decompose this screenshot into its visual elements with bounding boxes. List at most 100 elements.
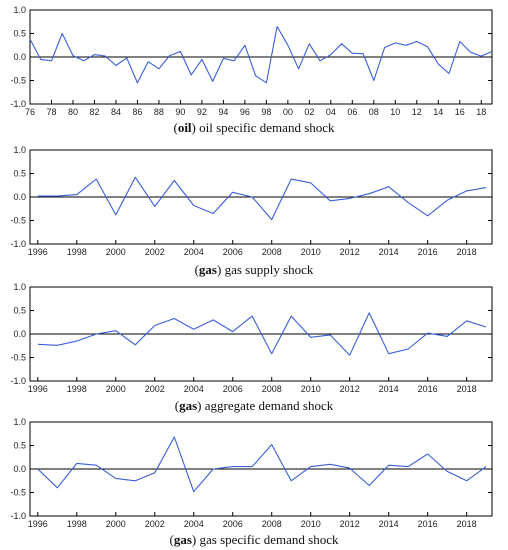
caption-bold-label: oil xyxy=(177,120,192,135)
x-tick-label: 2000 xyxy=(106,519,126,529)
series-line xyxy=(37,436,487,493)
x-tick-label: 2018 xyxy=(457,384,477,394)
oil-specific-demand-panel: 1.0 0.5 0.0 -0.5 -1.0 76 78 80 82 84 86 88 90 92 94 96 9… xyxy=(0,0,508,137)
x-tick-label: 1996 xyxy=(28,519,48,529)
x-tick-label: 2012 xyxy=(340,519,360,529)
x-tick-label: 2010 xyxy=(301,247,321,257)
x-tick-label: 78 xyxy=(46,107,56,117)
y-tick-label: 1.0 xyxy=(13,5,26,15)
x-tick-label: 2006 xyxy=(223,384,243,394)
x-tick-label: 16 xyxy=(455,107,465,117)
y-tick-label: -0.5 xyxy=(10,488,26,498)
y-tick-label: -1.0 xyxy=(10,239,26,249)
caption-bold-label: gas xyxy=(198,262,217,277)
oil-specific-demand-chart: 1.0 0.5 0.0 -0.5 -1.076 78 80 82 84 86 88 90 92 94 96 9… xyxy=(10,5,493,117)
x-tick-label: 2014 xyxy=(379,247,399,257)
caption-text: aggregate demand shock xyxy=(204,398,334,413)
x-tick-label: 2006 xyxy=(223,247,243,257)
x-tick-label: 04 xyxy=(326,107,336,117)
x-tick-label: 82 xyxy=(89,107,99,117)
y-tick-label: 1.0 xyxy=(13,282,26,292)
x-tick-label: 2014 xyxy=(379,519,399,529)
y-tick-label: 0.0 xyxy=(13,52,26,62)
x-tick-label: 2016 xyxy=(418,519,438,529)
y-tick-label: 1.0 xyxy=(13,145,26,155)
caption-text: oil specific demand shock xyxy=(199,120,335,135)
caption-text: gas supply shock xyxy=(224,262,314,277)
caption-bold-label: gas xyxy=(173,532,192,547)
x-tick-label: 86 xyxy=(132,107,142,117)
series-line xyxy=(29,25,493,84)
x-tick-label: 2014 xyxy=(379,384,399,394)
x-tick-label: 2018 xyxy=(457,519,477,529)
y-tick-label: -0.5 xyxy=(10,353,26,363)
y-tick-label: -1.0 xyxy=(10,99,26,109)
x-tick-label: 10 xyxy=(390,107,400,117)
y-tick-label: 0.5 xyxy=(13,29,26,39)
x-tick-label: 2000 xyxy=(106,247,126,257)
x-tick-label: 90 xyxy=(175,107,185,117)
x-tick-label: 2006 xyxy=(223,519,243,529)
x-tick-label: 84 xyxy=(111,107,121,117)
x-tick-label: 2002 xyxy=(145,247,165,257)
y-tick-label: -0.5 xyxy=(10,76,26,86)
gas-aggregate-demand-panel: 1.0 0.5 0.0 -0.5 -1.0 1996 1998 2000 2002 2004 200… xyxy=(0,277,508,414)
x-tick-label: 00 xyxy=(283,107,293,117)
x-tick-label: 94 xyxy=(218,107,228,117)
x-tick-label: 2008 xyxy=(262,519,282,529)
x-tick-label: 1998 xyxy=(67,247,87,257)
y-tick-label: 0.5 xyxy=(13,306,26,316)
x-tick-label: 1996 xyxy=(28,384,48,394)
x-tick-label: 88 xyxy=(154,107,164,117)
caption-text: gas specific demand shock xyxy=(199,532,339,547)
gas-aggregate-demand-caption: (gas) aggregate demand shock xyxy=(174,398,334,413)
x-tick-label: 2016 xyxy=(418,384,438,394)
y-tick-label: 0.0 xyxy=(13,192,26,202)
caption-bold-label: gas xyxy=(179,398,198,413)
y-tick-label: 0.5 xyxy=(13,441,26,451)
x-tick-label: 92 xyxy=(197,107,207,117)
y-tick-label: -1.0 xyxy=(10,376,26,386)
x-tick-label: 1998 xyxy=(67,519,87,529)
x-tick-label: 2010 xyxy=(301,519,321,529)
y-tick-label: 1.0 xyxy=(13,417,26,427)
x-tick-label: 2004 xyxy=(184,519,204,529)
x-tick-label: 2004 xyxy=(184,384,204,394)
x-tick-label: 2008 xyxy=(262,384,282,394)
y-tick-label: 0.5 xyxy=(13,169,26,179)
x-tick-label: 2018 xyxy=(457,247,477,257)
x-tick-label: 96 xyxy=(240,107,250,117)
x-tick-label: 2002 xyxy=(145,384,165,394)
gas-specific-demand-panel: 1.0 0.5 0.0 -0.5 -1.0 1996 1998 2000 2002 2004 200… xyxy=(0,412,508,550)
gas-supply-shock-panel: 1.0 0.5 0.0 -0.5 -1.0 1996 1998 2000 2002 2004 200… xyxy=(0,140,508,277)
gas-supply-shock-caption: (gas) gas supply shock xyxy=(194,262,314,277)
x-tick-label: 98 xyxy=(261,107,271,117)
x-tick-label: 2012 xyxy=(340,247,360,257)
x-tick-label: 02 xyxy=(304,107,314,117)
x-tick-label: 2000 xyxy=(106,384,126,394)
x-tick-label: 14 xyxy=(433,107,443,117)
x-tick-label: 2016 xyxy=(418,247,438,257)
x-tick-label: 2008 xyxy=(262,247,282,257)
series-line xyxy=(37,312,487,356)
x-tick-label: 76 xyxy=(25,107,35,117)
x-tick-label: 08 xyxy=(369,107,379,117)
x-tick-label: 1998 xyxy=(67,384,87,394)
y-tick-label: -0.5 xyxy=(10,216,26,226)
x-tick-label: 18 xyxy=(476,107,486,117)
x-tick-label: 2012 xyxy=(340,384,360,394)
x-tick-label: 1996 xyxy=(28,247,48,257)
y-tick-label: 0.0 xyxy=(13,464,26,474)
x-tick-label: 80 xyxy=(68,107,78,117)
gas-specific-demand-caption: (gas) gas specific demand shock xyxy=(169,532,339,547)
x-tick-label: 06 xyxy=(347,107,357,117)
x-tick-label: 2004 xyxy=(184,247,204,257)
y-tick-label: 0.0 xyxy=(13,329,26,339)
y-tick-label: -1.0 xyxy=(10,511,26,521)
x-tick-label: 12 xyxy=(412,107,422,117)
x-tick-label: 2002 xyxy=(145,519,165,529)
series-line xyxy=(37,176,487,221)
